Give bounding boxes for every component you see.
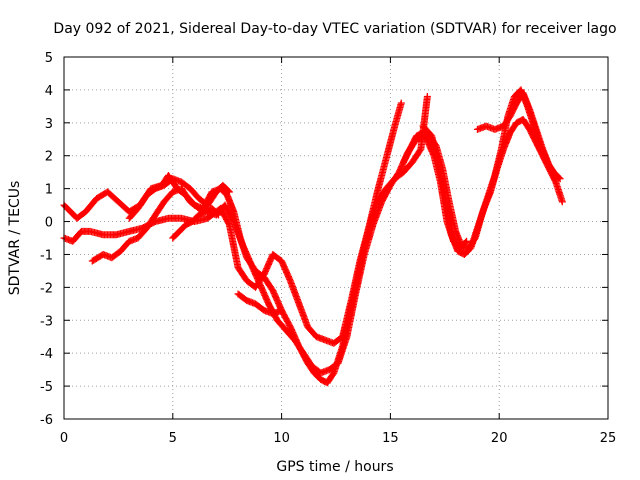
- data-point-marker: [278, 306, 286, 314]
- data-point-marker: [214, 211, 222, 219]
- y-tick-label: -6: [40, 413, 53, 428]
- data-series-8: [125, 175, 233, 222]
- data-point-marker: [552, 171, 560, 179]
- data-point-marker: [463, 237, 471, 245]
- x-tick-label: 5: [169, 431, 177, 446]
- data-point-marker: [551, 170, 559, 178]
- y-tick-label: -1: [40, 248, 53, 263]
- data-point-marker: [397, 99, 405, 107]
- y-tick-label: 2: [45, 150, 53, 165]
- y-tick-label: -2: [40, 281, 53, 296]
- chart-title: Day 092 of 2021, Sidereal Day-to-day VTE…: [53, 21, 616, 37]
- data-point-marker: [213, 210, 221, 218]
- y-tick-label: 4: [45, 84, 53, 99]
- x-axis-label: GPS time / hours: [276, 459, 393, 475]
- data-series-9: [169, 204, 222, 242]
- y-tick-label: -3: [40, 314, 53, 329]
- data-point-marker: [225, 188, 233, 196]
- x-tick-label: 10: [273, 431, 290, 446]
- x-tick-label: 25: [600, 431, 617, 446]
- y-tick-label: -4: [40, 347, 53, 362]
- data-point-marker: [556, 175, 564, 183]
- plot-frame: [63, 56, 609, 420]
- y-tick-label: 0: [45, 216, 53, 231]
- y-tick-label: 5: [45, 51, 53, 66]
- x-tick-label: 20: [491, 431, 508, 446]
- x-tick-label: 15: [382, 431, 399, 446]
- data-point-marker: [224, 187, 232, 195]
- tick-layer: 0 5 10 15 20 25 -6 -5 -4 -3 -2 -1 0 1 2 3 4 5: [40, 51, 616, 446]
- y-tick-label: 1: [45, 183, 53, 198]
- data-point-marker: [558, 198, 566, 206]
- data-layer: [60, 86, 566, 387]
- data-series-4: [234, 290, 286, 318]
- x-tick-label: 0: [60, 431, 68, 446]
- y-tick-label: 3: [45, 117, 53, 132]
- grid-layer: [64, 57, 608, 419]
- y-axis-label: SDTVAR / TECUs: [7, 181, 23, 296]
- data-series-7: [473, 89, 560, 179]
- y-tick-label: -5: [40, 380, 53, 395]
- data-point-marker: [423, 92, 431, 100]
